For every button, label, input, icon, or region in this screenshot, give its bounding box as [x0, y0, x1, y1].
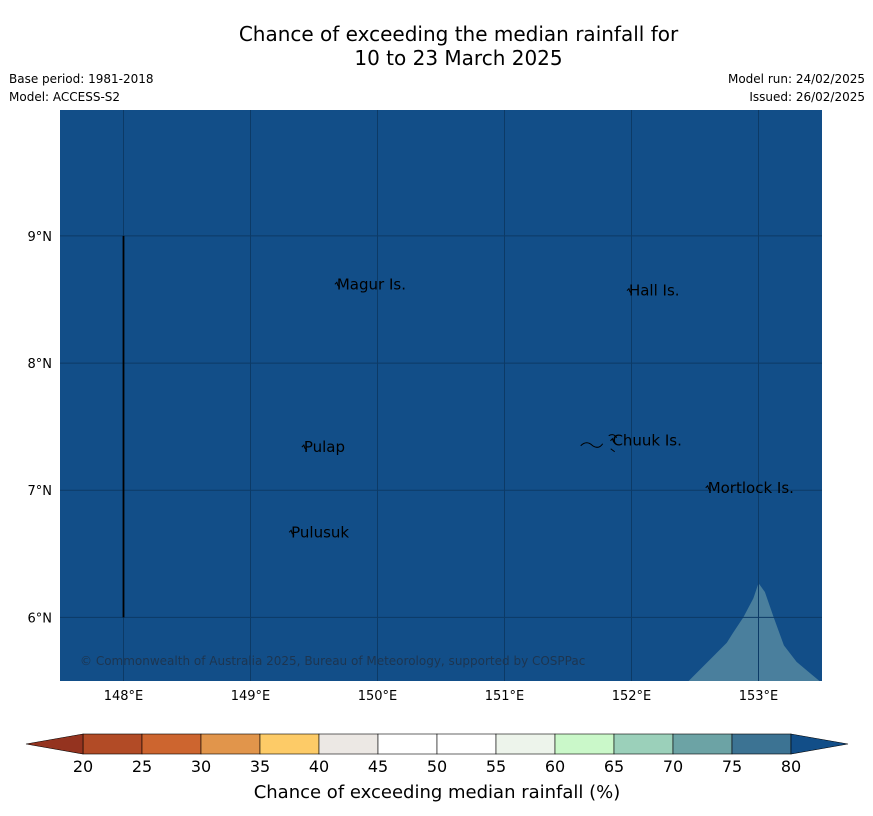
island-outline	[580, 434, 618, 453]
island-outline	[301, 444, 308, 451]
place-label: Magur Is.	[337, 275, 406, 293]
colorbar-tick-label: 60	[545, 757, 565, 776]
title-line-1: Chance of exceeding the median rainfall …	[238, 22, 679, 46]
title-line-2: 10 to 23 March 2025	[354, 46, 563, 70]
island-outlines	[288, 281, 712, 536]
colorbar-segment	[495, 733, 556, 755]
place-label: Chuuk Is.	[612, 432, 681, 450]
colorbar-tick-label: 25	[132, 757, 152, 776]
grid-lines	[60, 110, 822, 681]
colorbar-tick-label: 65	[604, 757, 624, 776]
colorbar-tick-label: 55	[486, 757, 506, 776]
colorbar-tick-label: 80	[781, 757, 801, 776]
place-label: Mortlock Is.	[708, 479, 794, 497]
colorbar-segment	[672, 733, 733, 755]
map-panel: Magur Is. Hall Is. Pulap Chuuk Is. Mortlock …	[60, 110, 822, 681]
lon-tick-label: 152°E	[612, 689, 652, 704]
island-outline	[705, 484, 712, 492]
place-label: Pulap	[304, 438, 345, 456]
latitude-axis: 9°N 8°N 7°N 6°N	[28, 230, 53, 627]
colorbar-over-arrow	[790, 733, 849, 755]
colorbar-segment	[318, 733, 379, 755]
copyright-notice: © Commonwealth of Australia 2025, Bureau…	[80, 654, 585, 668]
colorbar-tick-label: 30	[191, 757, 211, 776]
colorbar-segment	[141, 733, 202, 755]
colorbar-tick-label: 50	[427, 757, 447, 776]
colorbar-tick-label: 20	[73, 757, 93, 776]
colorbar: 20 25 30 35 40 45 50 55 60 65 70 75 80	[25, 733, 849, 776]
model-label: Model: ACCESS-S2	[9, 90, 121, 104]
lon-tick-label: 148°E	[104, 689, 144, 704]
issued-label: Issued: 26/02/2025	[749, 90, 865, 104]
meta-right: Model run: 24/02/2025 Issued: 26/02/2025	[728, 70, 865, 106]
island-outline	[610, 437, 616, 445]
colorbar-tick-label: 45	[368, 757, 388, 776]
colorbar-tick-label: 35	[250, 757, 270, 776]
lat-tick-label: 6°N	[28, 611, 53, 626]
lon-tick-label: 150°E	[358, 689, 398, 704]
colorbar-segment	[259, 733, 320, 755]
lat-tick-label: 9°N	[28, 230, 53, 245]
island-outline	[288, 529, 295, 536]
map-background	[60, 110, 822, 681]
colorbar-segment	[82, 733, 143, 755]
meta-left: Base period: 1981-2018 Model: ACCESS-S2	[9, 70, 154, 106]
colorbar-segment	[613, 733, 674, 755]
place-label: Pulusuk	[291, 523, 349, 541]
colorbar-tick-label: 75	[722, 757, 742, 776]
island-outline	[626, 287, 633, 295]
colorbar-segment	[436, 733, 497, 755]
colorbar-segment	[731, 733, 792, 755]
colorbar-title: Chance of exceeding median rainfall (%)	[254, 782, 621, 803]
map-title: Chance of exceeding the median rainfall …	[0, 22, 873, 70]
colorbar-tick-label: 70	[663, 757, 683, 776]
lon-tick-label: 151°E	[485, 689, 525, 704]
colorbar-segment	[377, 733, 438, 755]
colorbar-under-arrow	[25, 733, 84, 755]
probability-region-75-80	[688, 583, 820, 681]
place-labels: Magur Is. Hall Is. Pulap Chuuk Is. Mortlock …	[291, 275, 794, 541]
colorbar-segment	[554, 733, 615, 755]
lat-tick-label: 7°N	[28, 484, 53, 499]
lon-tick-label: 153°E	[739, 689, 779, 704]
lon-tick-label: 149°E	[231, 689, 271, 704]
lat-tick-label: 8°N	[28, 357, 53, 372]
place-label: Hall Is.	[629, 282, 680, 300]
base-period-label: Base period: 1981-2018	[9, 72, 154, 86]
island-outline	[334, 281, 341, 288]
longitude-axis: 148°E 149°E 150°E 151°E 152°E 153°E	[104, 689, 779, 704]
model-run-label: Model run: 24/02/2025	[727, 72, 865, 86]
colorbar-tick-label: 40	[309, 757, 329, 776]
colorbar-segment	[200, 733, 261, 755]
